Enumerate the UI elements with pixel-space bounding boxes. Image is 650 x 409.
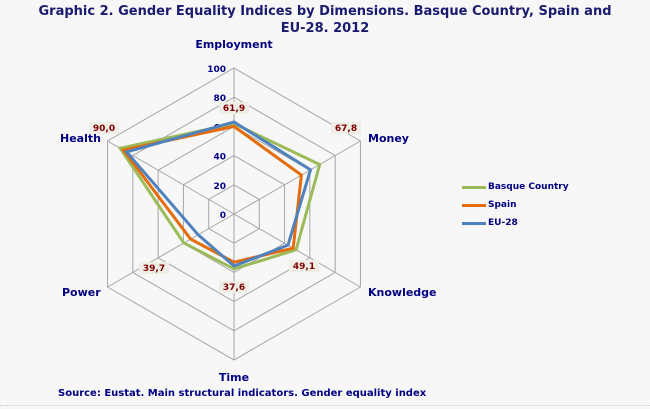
legend-swatch (462, 221, 486, 225)
legend-item-spain: Spain (462, 196, 569, 214)
tick-label: 80 (213, 94, 226, 104)
legend-label: Basque Country (488, 182, 569, 192)
tick-label: 0 (220, 211, 226, 221)
data-label: 61,9 (223, 104, 245, 114)
tick-label: 20 (213, 182, 226, 192)
divider (0, 405, 650, 406)
data-label-bg (289, 260, 319, 272)
axis-label-knowledge: Knowledge (368, 286, 437, 299)
data-label-bg (331, 122, 361, 134)
grid-spoke (233, 140, 361, 215)
legend-label: Spain (488, 200, 517, 210)
series-eu-28 (123, 120, 313, 268)
data-label: 67,8 (335, 124, 357, 134)
data-label-bg (89, 122, 119, 134)
data-label: 37,6 (223, 283, 245, 293)
data-label: 49,1 (293, 262, 315, 272)
tick-label: 100 (207, 65, 226, 75)
axis-label-health: Health (60, 132, 101, 145)
legend-swatch (462, 203, 486, 207)
legend-label: EU-28 (488, 218, 518, 228)
legend: Basque Country Spain EU-28 (462, 178, 569, 232)
source-note: Source: Eustat. Main structural indicato… (58, 388, 427, 399)
series-basque-country (117, 122, 322, 271)
axis-label-power: Power (62, 286, 101, 299)
legend-swatch (462, 185, 486, 189)
data-label-bg (219, 281, 249, 293)
axis-label-money: Money (368, 132, 409, 145)
series-spain (120, 124, 303, 264)
data-label: 39,7 (143, 264, 165, 274)
data-label-bg (219, 102, 249, 114)
data-label-bg (139, 262, 169, 274)
axis-label-employment: Employment (195, 38, 272, 51)
legend-item-basque-country: Basque Country (462, 178, 569, 196)
chart-title: Graphic 2. Gender Equality Indices by Di… (0, 3, 650, 37)
chart-title-line1: Graphic 2. Gender Equality Indices by Di… (38, 4, 612, 19)
grid-spoke (107, 213, 235, 288)
legend-item-eu-28: EU-28 (462, 214, 569, 232)
data-label: 90,0 (93, 124, 115, 134)
chart-title-line2: EU-28. 2012 (280, 21, 370, 36)
tick-label: 40 (213, 153, 226, 163)
axis-label-time: Time (219, 371, 249, 384)
